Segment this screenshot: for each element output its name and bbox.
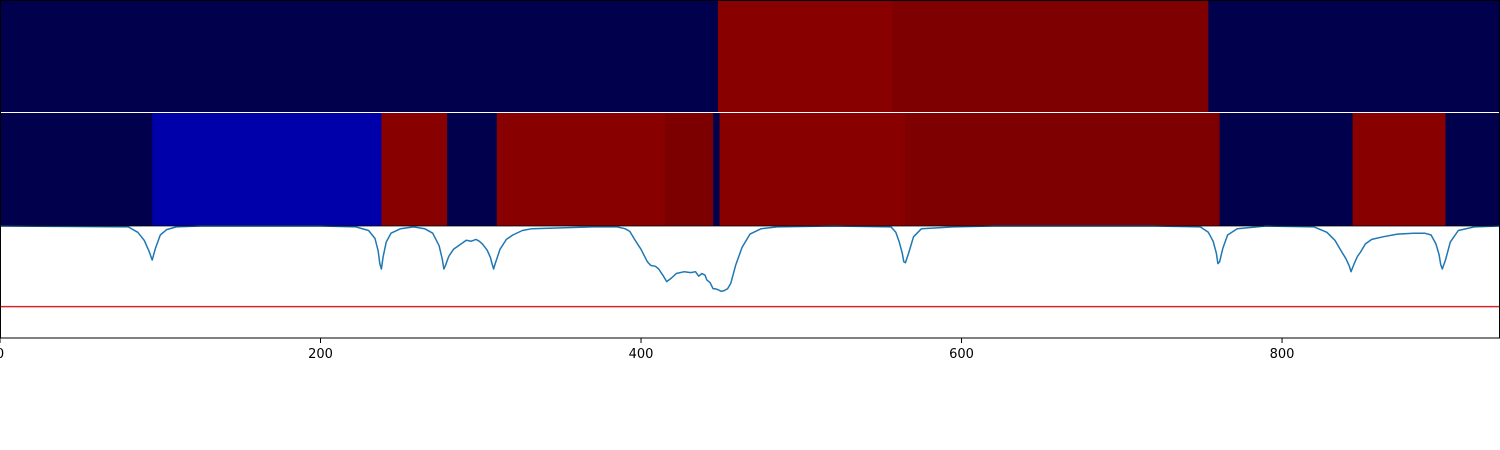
heatmap-segment-2-8 <box>905 113 1221 226</box>
signal-line <box>0 225 1500 293</box>
heatmap-segment-2-6 <box>713 113 721 226</box>
heatmap-segment-2-4 <box>496 113 666 226</box>
heatmap-segment-2-5 <box>665 113 714 226</box>
heatmap-segment-2-3 <box>447 113 498 226</box>
heatmap-middle <box>0 113 1500 226</box>
heatmap-segment-2-11 <box>1445 113 1500 226</box>
heatmap-segment-1-2 <box>892 0 1209 112</box>
x-tick-label-1: 200 <box>308 347 333 362</box>
heatmap-segment-1-1 <box>717 0 894 112</box>
x-tick-label-3: 600 <box>949 347 974 362</box>
x-tick-label-0: 0 <box>0 347 4 362</box>
heatmap-top <box>0 0 1500 112</box>
heatmap-segment-2-10 <box>1352 113 1447 226</box>
x-tick-label-4: 800 <box>1270 347 1295 362</box>
line-plot-background <box>0 226 1500 338</box>
x-axis: 0 200 400 600 800 <box>0 338 1294 362</box>
heatmap-segment-1-0 <box>0 0 719 112</box>
x-tick-label-2: 400 <box>629 347 654 362</box>
heatmap-segment-2-1 <box>152 113 382 226</box>
heatmap-segment-2-9 <box>1219 113 1354 226</box>
heatmap-segment-2-2 <box>381 113 448 226</box>
heatmap-segment-1-3 <box>1208 0 1500 112</box>
heatmap-segment-2-7 <box>719 113 906 226</box>
heatmap-segment-2-0 <box>0 113 153 226</box>
